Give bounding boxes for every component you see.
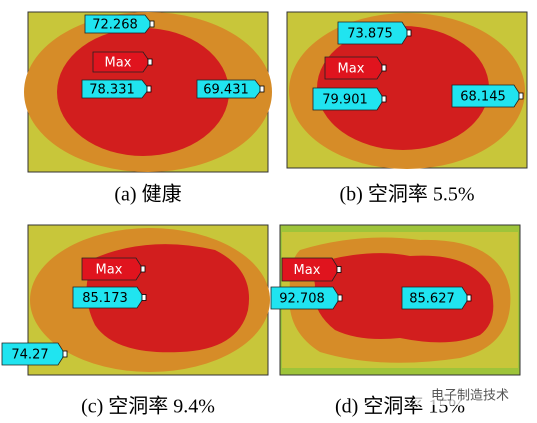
max-marker (324, 56, 385, 80)
probe-box (312, 87, 385, 111)
probe-point (140, 265, 146, 273)
watermark-bg (415, 385, 535, 405)
probe-value: 92.708 (279, 292, 325, 307)
max-marker (81, 257, 144, 281)
probe-point (259, 85, 265, 93)
probe-point (466, 294, 472, 302)
probe-box (270, 286, 341, 310)
probe-point (518, 92, 524, 100)
probe-point (147, 58, 153, 66)
probe-value: 74.27 (11, 348, 48, 363)
caption: (b) 空洞率 5.5% (340, 183, 475, 206)
probe-box (81, 79, 150, 99)
probe-box (84, 14, 153, 34)
max-marker (92, 51, 151, 73)
probe-value: 85.627 (409, 292, 455, 307)
probe-point (336, 266, 342, 273)
probe-box (401, 286, 470, 310)
max-marker (281, 257, 340, 282)
caption: (a) 健康 (114, 183, 181, 206)
probe-box (196, 79, 263, 99)
heatmap-d (279, 224, 521, 376)
probe-value: 85.173 (82, 291, 128, 306)
probe-box (451, 84, 522, 108)
watermark: 电子制造技术 (431, 389, 509, 404)
probe-point (146, 85, 152, 93)
probe-point (337, 294, 343, 302)
probe-point (141, 294, 147, 301)
probe-point (62, 350, 68, 358)
max-label: Max (294, 263, 321, 278)
probe-point (381, 64, 387, 72)
probe-box (337, 21, 410, 45)
probe-point (381, 95, 387, 103)
probe-value: 69.431 (203, 83, 249, 98)
probe-value: 73.875 (347, 27, 393, 42)
probe-box (1, 342, 66, 366)
probe-value: 68.145 (460, 90, 506, 105)
probe-box (72, 286, 145, 309)
probe-value: 78.331 (89, 83, 135, 98)
max-label: Max (96, 263, 123, 278)
max-label: Max (338, 62, 365, 77)
probe-point (406, 29, 412, 37)
probe-value: 72.268 (92, 18, 138, 33)
caption: (c) 空洞率 9.4% (81, 395, 215, 418)
max-label: Max (105, 56, 132, 71)
probe-point (149, 20, 155, 28)
probe-value: 79.901 (322, 93, 368, 108)
